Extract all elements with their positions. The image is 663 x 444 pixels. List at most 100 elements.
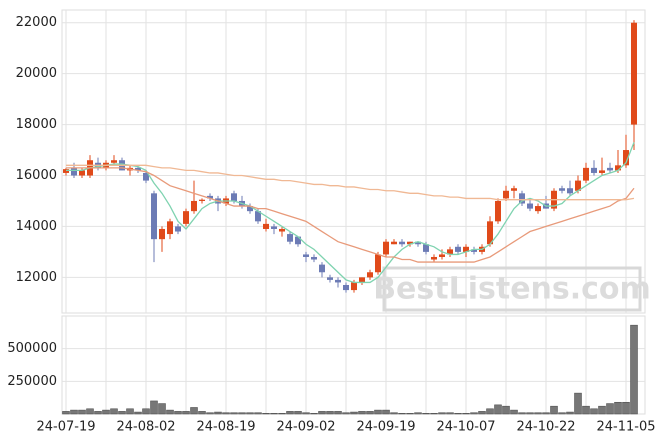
candle-body xyxy=(455,246,461,252)
candle-body xyxy=(631,22,637,125)
candle-body xyxy=(399,241,405,245)
candle-body xyxy=(519,193,525,204)
volume-bar xyxy=(558,412,566,415)
candle-body xyxy=(527,203,533,209)
y-tick-label: 22000 xyxy=(16,15,57,30)
candle-body xyxy=(319,264,325,273)
volume-bar xyxy=(270,413,278,415)
candle-body xyxy=(327,277,333,280)
candle-body xyxy=(583,167,589,181)
candle-body xyxy=(303,254,309,257)
volume-bar xyxy=(366,411,374,415)
watermark: BestListens.com xyxy=(373,272,651,307)
volume-bar xyxy=(262,413,270,415)
volume-bar xyxy=(254,412,262,415)
volume-bar xyxy=(582,405,590,415)
candle-body xyxy=(295,236,301,245)
candle-body xyxy=(463,246,469,252)
candle-body xyxy=(447,249,453,255)
candle-body xyxy=(607,167,613,171)
candle-body xyxy=(159,228,165,240)
volume-bar xyxy=(342,412,350,415)
volume-bar xyxy=(462,413,470,415)
candle-body xyxy=(287,234,293,242)
candle-body xyxy=(263,223,269,229)
moving-average xyxy=(66,164,635,201)
volume-bar xyxy=(398,413,406,415)
volume-bar xyxy=(166,409,174,415)
volume-bar xyxy=(598,405,606,415)
candle-body xyxy=(359,277,365,283)
volume-bar xyxy=(614,401,622,415)
volume-bar xyxy=(134,411,142,415)
candle-body xyxy=(535,206,541,212)
volume-bar xyxy=(574,392,582,415)
x-tick-label: 24-08-19 xyxy=(196,420,255,435)
volume-panel xyxy=(61,315,646,415)
volume-bar xyxy=(78,409,86,415)
volume-bar xyxy=(430,413,438,415)
candle-body xyxy=(167,221,173,235)
volume-bar xyxy=(550,405,558,415)
moving-average xyxy=(66,167,635,263)
x-tick-label: 24-09-02 xyxy=(276,420,335,435)
candle-body xyxy=(143,172,149,181)
volume-bar xyxy=(174,411,182,415)
volume-bar xyxy=(278,413,286,415)
volume-bar xyxy=(438,412,446,415)
volume-bar xyxy=(230,412,238,415)
volume-bar xyxy=(454,413,462,415)
volume-bar xyxy=(302,412,310,415)
y-tick-label: 18000 xyxy=(16,117,57,132)
y-tick-label: 12000 xyxy=(16,270,57,285)
volume-bar xyxy=(494,404,502,415)
volume-bar xyxy=(566,411,574,415)
volume-bar xyxy=(198,411,206,415)
volume-bar xyxy=(246,412,254,415)
y-tick-label: 14000 xyxy=(16,219,57,234)
x-tick-label: 24-10-22 xyxy=(516,420,575,435)
candle-body xyxy=(191,200,197,212)
candle-body xyxy=(575,180,581,191)
candle-body xyxy=(207,195,213,199)
volume-bar xyxy=(334,411,342,415)
volume-bar xyxy=(350,411,358,415)
volume-bar xyxy=(358,411,366,415)
volume-bar xyxy=(486,408,494,415)
candle-body xyxy=(415,241,421,245)
candle-body xyxy=(335,279,341,283)
volume-bar xyxy=(542,412,550,415)
volume-bar xyxy=(142,408,150,415)
volume-bar xyxy=(94,411,102,415)
candle-body xyxy=(279,228,285,232)
candle-body xyxy=(247,206,253,212)
candle-body xyxy=(407,241,413,245)
moving-average xyxy=(66,142,635,284)
candle-body xyxy=(151,193,157,240)
candle-body xyxy=(71,167,77,176)
candle-body xyxy=(375,254,381,273)
volume-bar xyxy=(150,400,158,415)
volume-bar xyxy=(294,411,302,415)
x-tick-label: 24-10-07 xyxy=(436,420,495,435)
candle-body xyxy=(111,160,117,163)
candle-body xyxy=(199,199,205,201)
volume-bar xyxy=(110,408,118,415)
volume-bar xyxy=(422,413,430,415)
volume-bar xyxy=(222,412,230,415)
volume-bar xyxy=(606,403,614,415)
candle-body xyxy=(623,150,629,166)
candle-body xyxy=(615,165,621,171)
volume-bar xyxy=(182,411,190,415)
volume-bar xyxy=(526,412,534,415)
volume-bar xyxy=(622,401,630,415)
volume-bar xyxy=(318,411,326,415)
candle-body xyxy=(503,190,509,199)
candle-body xyxy=(391,241,397,245)
price-panel xyxy=(61,9,646,314)
candle-body xyxy=(79,170,85,176)
volume-bar xyxy=(390,412,398,415)
volume-bar xyxy=(382,409,390,415)
volume-bar xyxy=(190,407,198,415)
volume-bar xyxy=(414,412,422,415)
